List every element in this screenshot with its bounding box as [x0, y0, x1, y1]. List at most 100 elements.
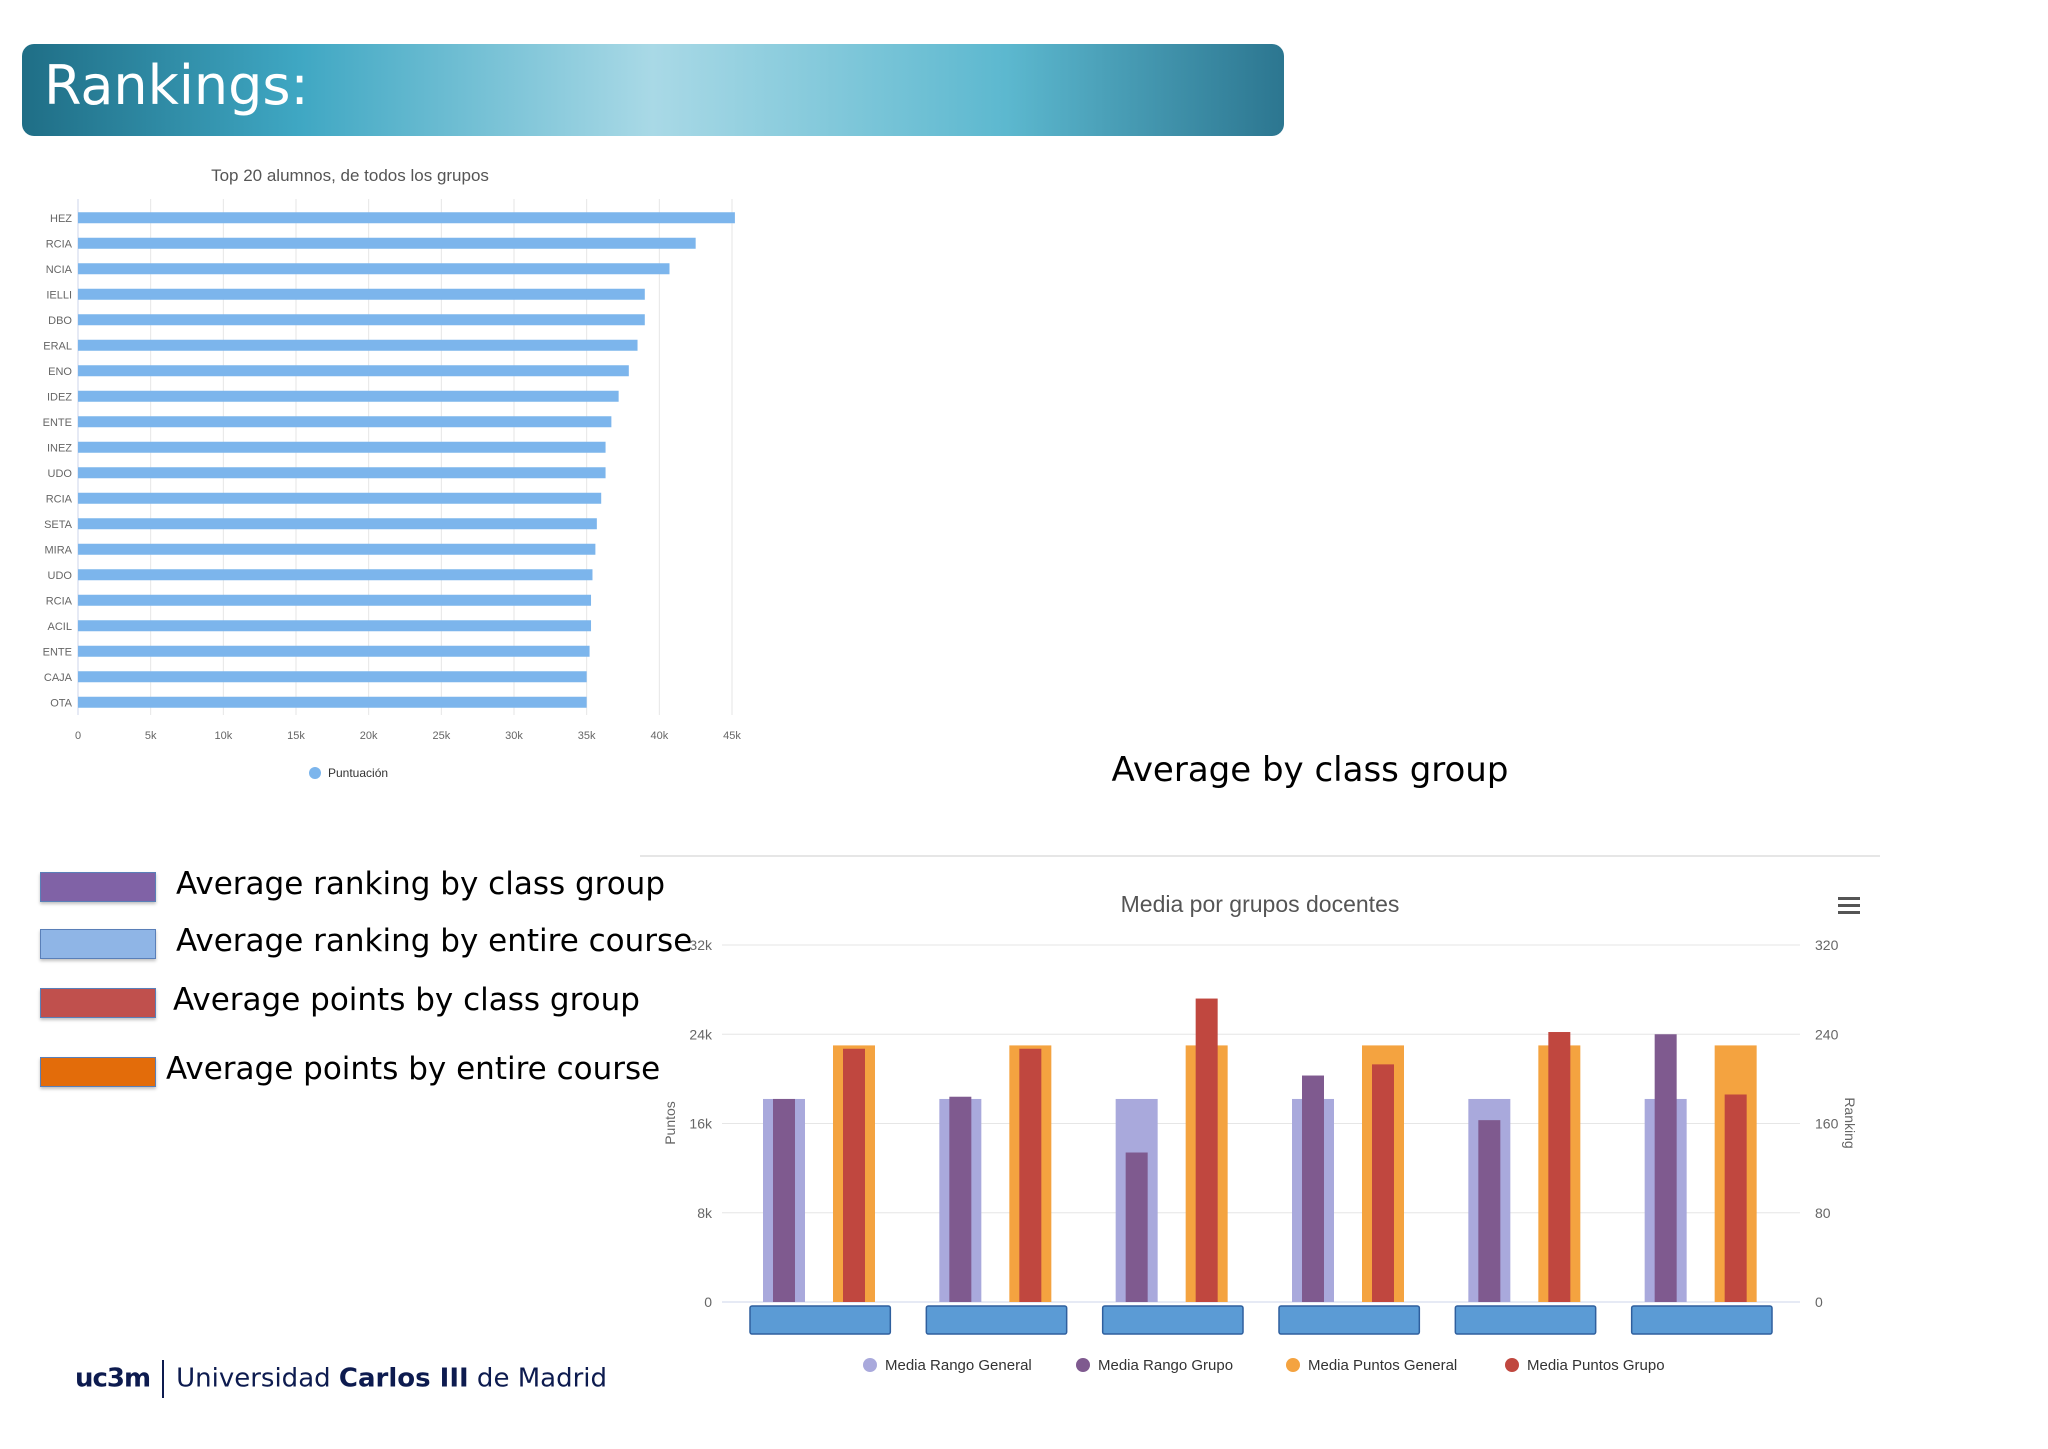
chart2-y-tick-label: 24k — [689, 1026, 713, 1042]
chart1-bar — [78, 467, 606, 479]
chart1-x-tick-label: 20k — [360, 730, 378, 742]
chart1-legend-label: Puntuación — [328, 766, 388, 780]
chart-separator — [640, 855, 1880, 857]
chart1-category-label: ACIL — [48, 621, 72, 633]
legend-swatch — [40, 988, 156, 1018]
chart2-category-label-box — [1101, 1305, 1244, 1335]
logo-text-strong: Carlos III — [338, 1363, 469, 1394]
chart2-bar-puntos-grupo — [1724, 1094, 1747, 1302]
logo-mark: uc3m — [75, 1363, 151, 1394]
chart1-bar — [78, 671, 587, 683]
legend-item-ranking-class-group: Average ranking by class group — [40, 866, 665, 906]
chart2-bar-rango-grupo — [1302, 1075, 1324, 1302]
chart1-category-label: NCIA — [46, 264, 73, 276]
chart1-bar — [78, 696, 587, 708]
chart1-category-label: ENTE — [43, 646, 72, 658]
logo-text-suffix: de Madrid — [468, 1363, 607, 1394]
chart2-legend-marker — [1076, 1358, 1090, 1372]
chart2-legend-label: Media Rango Grupo — [1098, 1357, 1233, 1374]
chart1-category-label: CAJA — [44, 672, 73, 684]
chart2-title: Media por grupos docentes — [1121, 891, 1400, 917]
chart2-y-axis-title: Puntos — [662, 1101, 678, 1145]
chart1-bar — [78, 594, 592, 606]
chart2-bar-puntos-grupo — [1372, 1064, 1394, 1302]
chart1-bar — [78, 288, 645, 300]
legend-swatch — [40, 929, 156, 959]
chart1-bar — [78, 365, 629, 377]
chart2-y-tick-label: 0 — [704, 1294, 712, 1310]
chart1-title: Top 20 alumnos, de todos los grupos — [211, 166, 489, 185]
chart2-y-right-tick-label: 160 — [1815, 1116, 1839, 1132]
chart2-y-right-tick-label: 320 — [1815, 937, 1839, 953]
chart2-legend-label: Media Puntos Grupo — [1527, 1357, 1665, 1374]
chart1-category-label: OTA — [50, 697, 72, 709]
chart1-bar — [78, 263, 670, 275]
chart1-x-tick-label: 35k — [578, 730, 596, 742]
chart1-category-label: IELLI — [46, 289, 72, 301]
chart2-y-right-tick-label: 0 — [1815, 1294, 1823, 1310]
legend-label: Average points by entire course — [166, 1051, 661, 1087]
chart1-category-label: RCIA — [46, 238, 73, 250]
chart2-category-label-box — [1278, 1305, 1421, 1335]
chart2-legend-marker — [1505, 1358, 1519, 1372]
chart2-bar-rango-grupo — [1478, 1120, 1501, 1302]
chart2-bar-puntos-grupo — [1019, 1048, 1042, 1302]
chart1-x-tick-label: 15k — [287, 730, 305, 742]
chart1-category-label: DBO — [48, 315, 72, 327]
chart2-bar-puntos-grupo — [843, 1048, 865, 1302]
university-logo: uc3m Universidad Carlos III de Madrid — [75, 1360, 607, 1400]
chart1-bar — [78, 492, 602, 504]
chart2-y-right-tick-label: 80 — [1815, 1205, 1831, 1221]
chart2-legend-label: Media Puntos General — [1308, 1357, 1457, 1374]
legend-item-points-entire-course: Average points by entire course — [40, 1051, 660, 1091]
chart2-y-tick-label: 32k — [689, 937, 713, 953]
chart1-bar — [78, 518, 597, 530]
chart2-bar-rango-grupo — [773, 1098, 795, 1302]
chart2-y-tick-label: 16k — [689, 1116, 713, 1132]
chart1-bar — [78, 416, 612, 428]
chart1-bar — [78, 645, 590, 657]
top20-bar-chart: Top 20 alumnos, de todos los grupos 0 5k 10… — [43, 166, 742, 780]
chart-menu-icon[interactable] — [1838, 897, 1860, 915]
title-banner: Rankings: — [22, 44, 1284, 136]
chart1-bar — [78, 237, 696, 249]
chart2-category-label-box — [749, 1305, 892, 1335]
chart1-x-tick-label: 45k — [723, 730, 741, 742]
chart1-bar — [78, 314, 645, 326]
chart2-category-label-box — [1454, 1305, 1597, 1335]
chart1-x-tick-label: 30k — [505, 730, 523, 742]
chart1-category-label: ENO — [48, 366, 72, 378]
legend-item-points-class-group: Average points by class group — [40, 982, 660, 1022]
logo-text-prefix: Universidad — [176, 1363, 339, 1394]
chart2-bar-rango-grupo — [1654, 1034, 1677, 1302]
chart2-category-label-box — [925, 1305, 1068, 1335]
chart1-category-label: SETA — [44, 519, 73, 531]
chart2-legend-marker — [863, 1358, 877, 1372]
chart2-bar-rango-grupo — [949, 1096, 972, 1302]
chart1-category-label: IDEZ — [47, 391, 72, 403]
chart2-y-right-axis-title: Ranking — [1842, 1097, 1858, 1148]
slide-title: Rankings: — [44, 54, 309, 117]
chart1-category-label: RCIA — [46, 493, 73, 505]
chart1-category-label: MIRA — [45, 544, 73, 556]
chart1-bar — [78, 620, 592, 632]
chart1-category-label: UDO — [48, 570, 73, 582]
legend-label: Average ranking by class group — [176, 866, 666, 902]
logo-divider — [162, 1360, 165, 1398]
chart2-legend-marker — [1286, 1358, 1300, 1372]
chart1-bar — [78, 543, 596, 555]
chart2-category-label-box — [1630, 1305, 1773, 1335]
chart1-category-label: HEZ — [50, 213, 72, 225]
chart1-legend-marker — [309, 767, 321, 779]
chart2-bar-puntos-grupo — [1195, 998, 1218, 1302]
chart1-x-tick-label: 10k — [214, 730, 232, 742]
legend-swatch — [40, 1057, 156, 1087]
chart1-x-tick-label: 25k — [432, 730, 450, 742]
legend-label: Average ranking by entire course — [176, 923, 693, 959]
chart1-category-label: RCIA — [46, 595, 73, 607]
group-average-chart: Media por grupos docentes 0 0 8k 80 16k 160 24k… — [662, 891, 1858, 1374]
chart1-x-tick-label: 0 — [75, 730, 81, 742]
chart1-category-label: UDO — [48, 468, 73, 480]
chart1-bar — [78, 212, 735, 224]
chart2-y-right-tick-label: 240 — [1815, 1026, 1839, 1042]
